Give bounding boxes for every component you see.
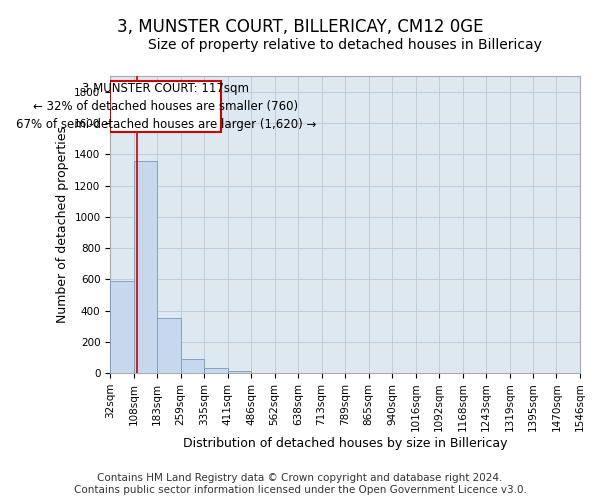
Title: Size of property relative to detached houses in Billericay: Size of property relative to detached ho… <box>148 38 542 52</box>
X-axis label: Distribution of detached houses by size in Billericay: Distribution of detached houses by size … <box>183 437 508 450</box>
Text: Contains HM Land Registry data © Crown copyright and database right 2024.
Contai: Contains HM Land Registry data © Crown c… <box>74 474 526 495</box>
Bar <box>110 281 134 373</box>
Bar <box>110 81 221 132</box>
Bar <box>204 368 228 373</box>
Bar <box>157 318 181 373</box>
Text: 3 MUNSTER COURT: 117sqm
← 32% of detached houses are smaller (760)
67% of semi-d: 3 MUNSTER COURT: 117sqm ← 32% of detache… <box>16 82 316 131</box>
Text: 3, MUNSTER COURT, BILLERICAY, CM12 0GE: 3, MUNSTER COURT, BILLERICAY, CM12 0GE <box>117 18 483 36</box>
Bar <box>228 370 251 373</box>
Y-axis label: Number of detached properties: Number of detached properties <box>56 126 68 323</box>
Bar <box>181 359 204 373</box>
Bar <box>134 160 157 373</box>
